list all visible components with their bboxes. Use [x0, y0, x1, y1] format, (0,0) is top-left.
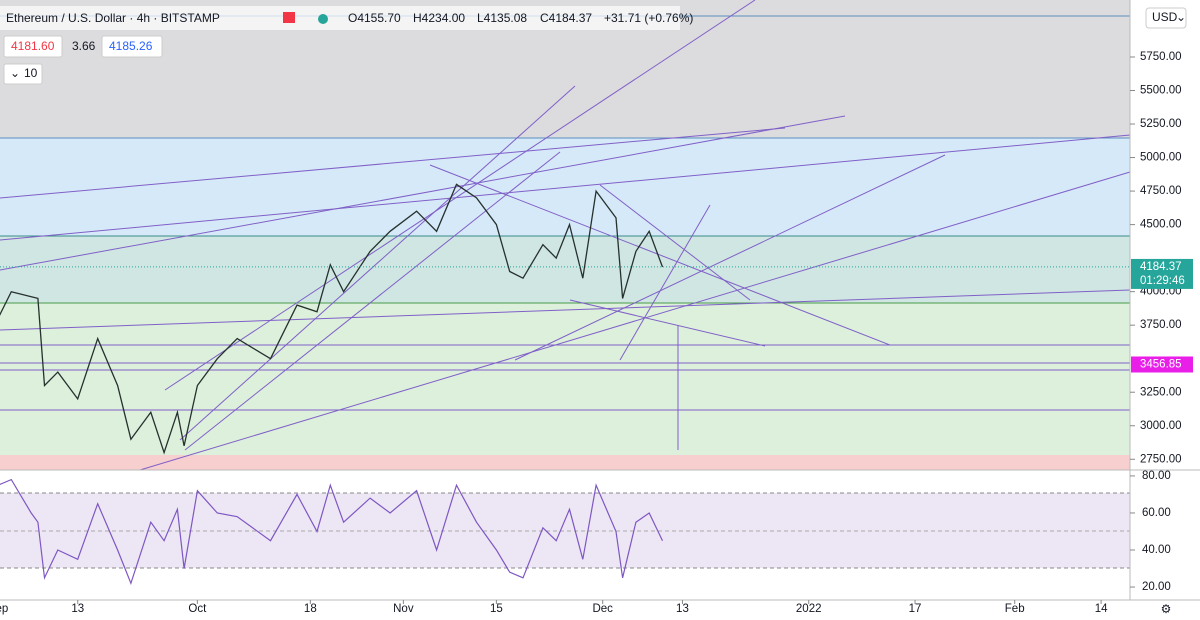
- settings[interactable]: ⚙: [1161, 602, 1172, 616]
- rsi-tick-label: 20.00: [1142, 581, 1171, 593]
- rsi-tick-label: 80.00: [1142, 470, 1171, 482]
- bid: 4181.60: [11, 39, 55, 53]
- time-tick-label: 18: [304, 603, 317, 615]
- price-line: [0, 183, 664, 455]
- price-tick-label: 2750.00: [1140, 453, 1182, 465]
- indicator-count: 10: [24, 66, 38, 80]
- time-tick-label: 15: [490, 603, 503, 615]
- price-tick-label: 4750.00: [1140, 185, 1182, 197]
- flag[interactable]: [283, 12, 295, 23]
- legend-bg: [0, 6, 680, 30]
- zones: [0, 0, 1130, 568]
- last-price-box: [1131, 258, 1193, 289]
- price-tick-label: 4500.00: [1140, 219, 1182, 231]
- time-tick-label: Feb: [1005, 603, 1025, 615]
- market-status: [318, 14, 328, 24]
- bid-button[interactable]: [3, 35, 63, 58]
- price-tick-label: 5250.00: [1140, 118, 1182, 130]
- close: C4184.37: [540, 11, 592, 25]
- ask: 4185.26: [109, 39, 153, 53]
- change: +31.71 (+0.76%): [604, 11, 693, 25]
- time-tick-label: Oct: [188, 603, 207, 615]
- time-tick-label: 13: [676, 603, 689, 615]
- toggle-arrow: ⌄: [10, 66, 20, 80]
- alert-price-box: [1131, 356, 1193, 373]
- countdown: 01:29:46: [1140, 275, 1185, 287]
- time-tick-label: Dec: [592, 603, 613, 615]
- rsi-tick-label: 60.00: [1142, 507, 1171, 519]
- price-tick-label: 5750.00: [1140, 51, 1182, 63]
- low: L4135.08: [477, 11, 527, 25]
- time-tick-label: 14: [1095, 603, 1108, 615]
- high: H4234.00: [413, 11, 465, 25]
- time-tick-label: 13: [71, 603, 84, 615]
- last-price: 4184.37: [1140, 261, 1182, 273]
- alert-price: 3456.85: [1140, 359, 1182, 371]
- open: O4155.70: [348, 11, 401, 25]
- time-tick-label: 17: [909, 603, 922, 615]
- symbol: Ethereum / U.S. Dollar · 4h · BITSTAMP: [6, 11, 220, 25]
- price-tick-label: 5000.00: [1140, 152, 1182, 164]
- currency-arrow: ⌄: [1176, 10, 1186, 24]
- time-tick-label: Nov: [393, 603, 414, 615]
- price-tick-label: 5500.00: [1140, 85, 1182, 97]
- drawings: [0, 0, 1131, 569]
- currency: USD: [1152, 10, 1178, 24]
- currency-select[interactable]: [1145, 7, 1187, 29]
- ask-button[interactable]: [101, 35, 163, 58]
- time-tick-label: Sep: [0, 603, 8, 615]
- price-tick-label: 3750.00: [1140, 319, 1182, 331]
- indicator-toggle[interactable]: [3, 63, 43, 85]
- rsi-line: [0, 478, 664, 586]
- price-tick-label: 3250.00: [1140, 386, 1182, 398]
- plot: [0, 183, 664, 586]
- time-tick-label: 2022: [796, 603, 822, 615]
- rsi-tick-label: 40.00: [1142, 544, 1171, 556]
- price-tick-label: 3000.00: [1140, 420, 1182, 432]
- spread: 3.66: [72, 39, 96, 53]
